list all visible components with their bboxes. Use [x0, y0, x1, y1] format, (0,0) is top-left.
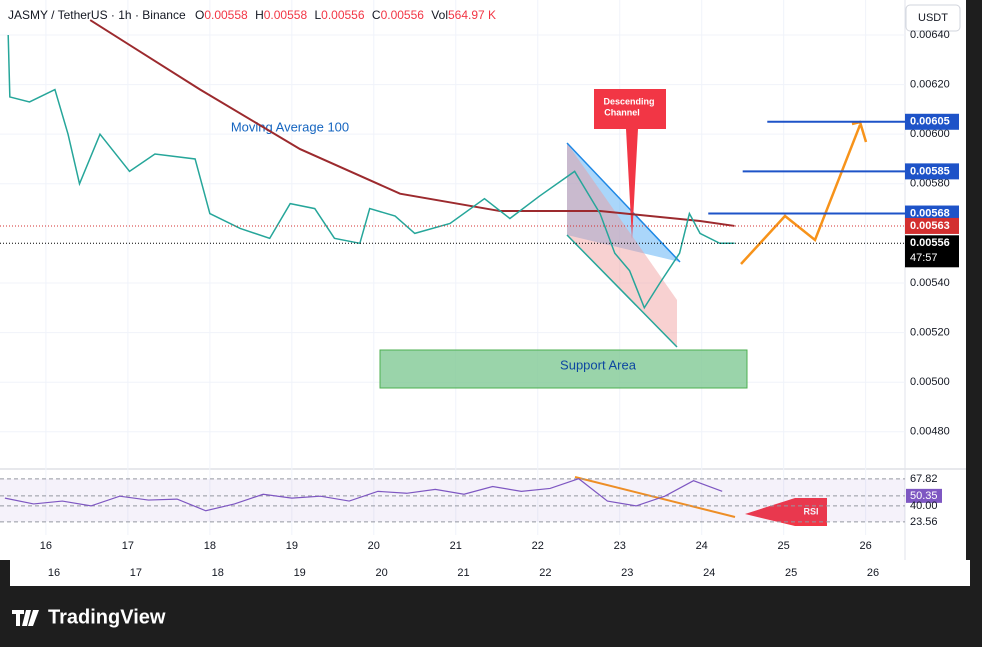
target-tag [905, 113, 959, 130]
time-tick-label: 22 [539, 567, 551, 579]
time-tick-label: 25 [778, 540, 790, 552]
support-area [379, 349, 748, 389]
price-tick-label: 0.00620 [910, 78, 950, 90]
projection [740, 124, 862, 265]
time-tick-label: 22 [532, 540, 544, 552]
time-tick-label: 23 [621, 567, 633, 579]
header: JASMY / TetherUS · 1h · Binance O0.00558… [8, 8, 496, 22]
price-tick-label: 0.00600 [910, 128, 950, 140]
rsi-band [0, 478, 905, 522]
time-tick-label: 23 [614, 540, 626, 552]
rsi-line [4, 478, 723, 512]
time-tick-label: 25 [785, 567, 797, 579]
rsi-divergence [574, 476, 736, 518]
time-tick-label: 24 [696, 540, 708, 552]
time-tick-label: 26 [860, 540, 872, 552]
callout [594, 89, 666, 239]
time-tick-label: 20 [368, 540, 380, 552]
target-tag-text: 0.00585 [910, 165, 950, 177]
ohlc-value: 0.00556 [381, 8, 425, 22]
target-tag-text: 0.00605 [910, 116, 950, 128]
rsi-tick-label: 40.00 [910, 500, 938, 512]
price-tag [905, 217, 959, 234]
brand-text: TradingView [48, 606, 166, 628]
vol-label: Vol [431, 8, 448, 22]
time-tick-label: 16 [48, 567, 60, 579]
ohlc-label: H [255, 8, 264, 22]
support-label: Support Area [560, 357, 637, 372]
time-tick-label: 20 [375, 567, 387, 579]
callout-text: Descending [603, 96, 654, 106]
price-tick-label: 0.00580 [910, 178, 950, 190]
time-tick-label: 17 [122, 540, 134, 552]
moving-average [89, 19, 735, 227]
price-tag-text: 0.00556 [910, 237, 950, 249]
channel-lower [567, 143, 677, 347]
rsi-tick-label: 50.35 [910, 490, 938, 502]
ohlc-label: C [372, 8, 381, 22]
ohlc-label: O [195, 8, 204, 22]
ma-label: Moving Average 100 [231, 119, 349, 134]
time-tick-label: 24 [703, 567, 715, 579]
rsi-callout [745, 498, 827, 526]
ohlc-value: 0.00558 [264, 8, 308, 22]
currency-button-text[interactable]: USDT [918, 12, 948, 24]
time-tick-label: 21 [450, 540, 462, 552]
rsi-value-tag [906, 488, 942, 503]
ohlc-value: 0.00558 [204, 8, 248, 22]
time-tick-label: 18 [212, 567, 224, 579]
price-tick-label: 0.00480 [910, 426, 950, 438]
price-tick-label: 0.00540 [910, 277, 950, 289]
time-tick-label: 18 [204, 540, 216, 552]
time-tick-label: 19 [294, 567, 306, 579]
vol-value: 564.97 K [448, 8, 496, 22]
price-tick-label: 0.00640 [910, 29, 950, 41]
price-tag-text: 0.00563 [910, 220, 950, 232]
rsi-callout-text: RSI [803, 506, 818, 516]
price-tick-label: 0.00500 [910, 376, 950, 388]
brand-logo [12, 610, 39, 626]
price-tick-label: 0.00520 [910, 326, 950, 338]
ohlc-label: L [314, 8, 321, 22]
rsi-tick-label: 67.82 [910, 473, 938, 485]
chart-panel [0, 0, 966, 560]
time-tick-label: 17 [130, 567, 142, 579]
brand: TradingView [12, 606, 166, 628]
ohlc-value: 0.00556 [321, 8, 365, 22]
time-strip [10, 560, 970, 586]
target-tag [905, 205, 959, 222]
callout-text: Channel [604, 107, 640, 117]
time-tick-label: 19 [286, 540, 298, 552]
channel-line [566, 142, 681, 263]
rsi-tick-label: 23.56 [910, 516, 938, 528]
symbol: JASMY / TetherUS · 1h · Binance [8, 8, 186, 22]
price-tag [905, 235, 959, 268]
countdown: 47:57 [910, 252, 938, 264]
target-tag [905, 163, 959, 180]
currency-button[interactable] [905, 4, 961, 32]
time-tick-label: 16 [40, 540, 52, 552]
channel-line [566, 234, 678, 348]
price-line [7, 34, 735, 310]
time-tick-label: 26 [867, 567, 879, 579]
target-tag-text: 0.00568 [910, 207, 950, 219]
time-tick-label: 21 [457, 567, 469, 579]
